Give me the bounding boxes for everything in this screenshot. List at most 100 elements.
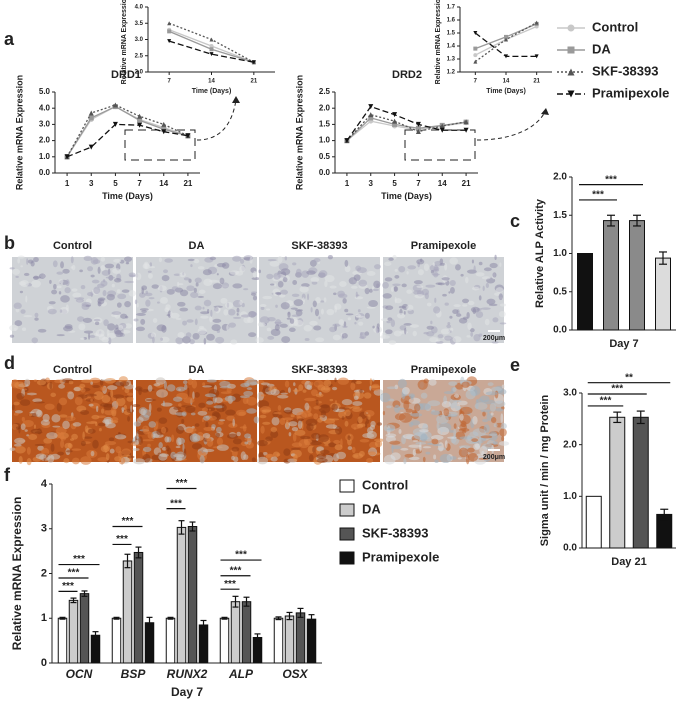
texture-spot — [143, 261, 149, 269]
texture-spot — [93, 318, 101, 322]
texture-spot — [183, 397, 195, 404]
texture-spot — [256, 456, 269, 465]
texture-spot — [82, 431, 85, 440]
series-line — [346, 117, 467, 142]
texture-spot — [115, 446, 122, 454]
texture-spot — [498, 293, 503, 301]
texture-spot — [100, 379, 112, 382]
texture-spot — [37, 328, 47, 333]
texture-spot — [165, 304, 171, 310]
texture-spot — [324, 280, 328, 288]
legend-swatch — [339, 551, 355, 565]
x-tick-label: ALP — [228, 667, 254, 681]
texture-spot — [312, 446, 315, 453]
x-axis-label: Time (Days) — [486, 88, 526, 95]
texture-spot — [118, 431, 121, 435]
texture-spot — [449, 429, 455, 433]
y-axis-label: Relative mRNA Expression — [294, 75, 304, 190]
texture-spot — [70, 256, 74, 264]
y-tick-label: 0.0 — [563, 543, 577, 554]
texture-spot — [285, 419, 289, 428]
texture-spot — [90, 381, 94, 385]
x-axis-label: Time (Days) — [102, 191, 153, 201]
legend-swatch — [339, 479, 355, 493]
texture-spot — [232, 283, 243, 289]
scale-label: 200μm — [483, 454, 505, 461]
texture-spot — [106, 332, 117, 339]
texture-spot — [240, 314, 251, 318]
texture-spot — [318, 316, 321, 320]
texture-spot — [459, 413, 464, 421]
texture-spot — [475, 272, 485, 277]
texture-spot — [200, 315, 209, 319]
texture-spot — [437, 426, 450, 436]
texture-spot — [91, 279, 100, 284]
texture-spot — [265, 436, 273, 442]
y-tick-label: 1.4 — [447, 44, 456, 50]
legend-swatch — [339, 503, 355, 517]
y-tick-label: 0.0 — [39, 168, 51, 177]
texture — [255, 254, 383, 344]
texture-spot — [352, 401, 363, 407]
texture-spot — [480, 435, 493, 439]
texture-spot — [272, 410, 279, 418]
texture-spot — [359, 389, 363, 394]
texture-spot — [272, 412, 282, 415]
texture-spot — [470, 331, 474, 337]
legend-label: Pramipexole — [362, 549, 439, 564]
point — [137, 122, 143, 128]
texture-spot — [480, 409, 492, 413]
texture-spot — [133, 318, 139, 322]
texture-spot — [83, 255, 93, 262]
texture-spot — [70, 266, 74, 269]
texture-spot — [192, 332, 200, 340]
texture-spot — [33, 256, 39, 263]
texture-spot — [125, 262, 130, 265]
bar — [629, 220, 645, 331]
texture-spot — [147, 431, 154, 439]
texture-spot — [386, 320, 391, 324]
texture-spot — [202, 385, 212, 388]
texture-spot — [95, 405, 99, 412]
texture-spot — [45, 377, 50, 383]
texture-spot — [490, 416, 497, 423]
texture-spot — [87, 266, 94, 272]
texture-spot — [216, 263, 226, 268]
y-tick-label: 3.0 — [39, 120, 51, 129]
texture-spot — [206, 309, 210, 314]
texture-spot — [201, 407, 209, 412]
texture-spot — [472, 428, 486, 437]
image-label: Control — [53, 364, 92, 376]
y-tick-label: 1.2 — [447, 70, 456, 76]
texture-spot — [244, 441, 249, 445]
sig-label: *** — [600, 396, 612, 407]
texture-spot — [100, 280, 108, 287]
texture-spot — [325, 424, 338, 429]
legend-label: Control — [362, 477, 408, 492]
texture-spot — [107, 323, 116, 331]
texture-spot — [449, 279, 456, 286]
texture-spot — [60, 261, 64, 269]
texture-spot — [440, 328, 451, 335]
texture-spot — [183, 277, 190, 281]
texture-spot — [224, 395, 236, 402]
texture-spot — [193, 287, 197, 293]
texture-spot — [215, 336, 225, 344]
texture-spot — [144, 292, 153, 297]
texture-spot — [64, 287, 71, 294]
texture-spot — [480, 307, 491, 310]
texture-spot — [228, 322, 237, 328]
texture-spot — [240, 259, 245, 264]
texture-spot — [293, 299, 304, 307]
texture-spot — [341, 416, 345, 420]
texture-spot — [465, 389, 476, 400]
texture-spot — [357, 309, 361, 313]
texture-spot — [277, 394, 289, 399]
texture-spot — [230, 339, 238, 345]
texture-spot — [259, 316, 270, 324]
texture-spot — [482, 285, 485, 292]
y-tick-label: 0.0 — [553, 325, 567, 336]
texture-spot — [356, 267, 367, 274]
texture-spot — [292, 432, 297, 442]
texture-spot — [26, 258, 29, 265]
